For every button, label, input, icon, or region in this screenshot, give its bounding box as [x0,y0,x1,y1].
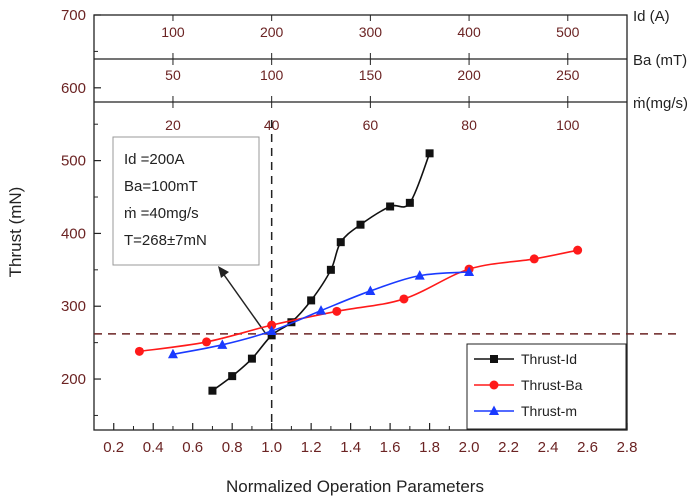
plot-frame [93,14,628,431]
x-axis-title: Normalized Operation Parameters [226,477,484,496]
top-axis-tick-label: 50 [165,67,181,83]
data-point [267,320,277,330]
data-point [247,354,256,363]
data-point [307,296,316,305]
top-axis-tick-label: 200 [260,24,284,40]
data-point [287,318,296,327]
top-axis-label-id: Id (A) [633,8,670,25]
data-point [386,202,395,211]
top-axis-label-mdot: ṁ(mg/s) [633,95,688,112]
top-axis-tick-label: 200 [457,67,481,83]
data-point [266,325,277,335]
data-point [425,149,434,158]
x-tick-label: 0.6 [182,439,203,456]
top-axis-tick-label: 150 [359,67,383,83]
y-tick-label: 500 [61,153,86,170]
data-point [316,305,327,315]
y-tick-label: 200 [61,371,86,388]
x-tick-label: 1.0 [261,439,282,456]
legend-label: Thrust-Id [521,351,577,367]
data-point [399,294,409,304]
top-axis-tick-label: 500 [556,24,580,40]
data-point [134,346,144,356]
y-tick-label: 700 [61,7,86,24]
data-point [228,372,237,381]
x-tick-label: 0.8 [222,439,243,456]
top-axis-tick-label: 100 [161,24,185,40]
data-point [167,348,178,359]
data-point [356,220,365,229]
y-tick-label: 600 [61,80,86,97]
x-tick-label: 0.2 [103,439,124,456]
data-point [464,266,475,277]
data-point [573,245,583,255]
data-point [202,337,212,347]
x-tick-label: 1.6 [380,439,401,456]
data-point [267,331,276,340]
x-tick-label: 2.2 [498,439,519,456]
x-tick-label: 2.0 [459,439,480,456]
top-axis-tick-label: 100 [556,117,580,133]
top-axis-tick-label: 250 [556,67,580,83]
annotation-line-4: T=268±7mN [124,232,207,249]
top-axis-tick-label: 80 [461,117,477,133]
top-axis-tick-label: 20 [165,117,181,133]
top-axis-tick-label: 60 [363,117,379,133]
x-tick-label: 2.8 [617,439,638,456]
x-tick-label: 1.8 [419,439,440,456]
y-tick-label: 400 [61,225,86,242]
legend-marker [489,405,499,415]
series-thrust-m [167,266,475,359]
top-axis-label-ba: Ba (mT) [633,52,687,69]
annotation-arrow [221,271,267,335]
data-point [217,339,228,349]
data-point [414,270,425,280]
annotation-line-2: Ba=100mT [124,178,198,195]
legend: Thrust-Id Thrust-Ba Thrust-m [466,343,627,430]
legend-marker [489,380,499,390]
data-point [405,198,414,207]
data-point [208,386,217,395]
top-axis-tick-label: 100 [260,67,284,83]
data-point [332,306,342,316]
top-axis-tick-label: 300 [359,24,383,40]
legend-items: Thrust-Id Thrust-Ba Thrust-m [474,351,583,419]
y-tick-label: 300 [61,298,86,315]
series-thrust-ba [134,245,583,356]
series-layer [134,149,583,395]
data-point [326,265,335,274]
annotation-line-1: Id =200A [124,151,184,168]
legend-marker [490,355,498,363]
annotation-line-3: ṁ =40mg/s [124,205,199,222]
annotation-arrowhead [218,266,229,278]
x-tick-label: 0.4 [143,439,164,456]
y-axis-title: Thrust (mN) [6,187,25,278]
annotation-box [112,136,260,266]
x-tick-label: 2.6 [577,439,598,456]
series-thrust-id [208,149,434,395]
x-tick-label: 2.4 [538,439,559,456]
top-axis-tick-label: 400 [457,24,481,40]
legend-label: Thrust-Ba [521,377,583,393]
annotation: Id =200A Ba=100mT ṁ =40mg/s T=268±7mN [112,136,267,335]
x-tick-label: 1.4 [340,439,361,456]
legend-label: Thrust-m [521,403,577,419]
data-point [365,285,376,295]
ticks: 0.2 0.4 0.6 0.8 1.0 1.2 1.4 1.6 1.8 2.0 2.2 2.4 2.6 2… [61,7,637,456]
x-tick-label: 1.2 [301,439,322,456]
series-line [139,249,578,353]
data-point [336,238,345,247]
reference-lines [94,120,680,430]
data-point [529,254,539,264]
